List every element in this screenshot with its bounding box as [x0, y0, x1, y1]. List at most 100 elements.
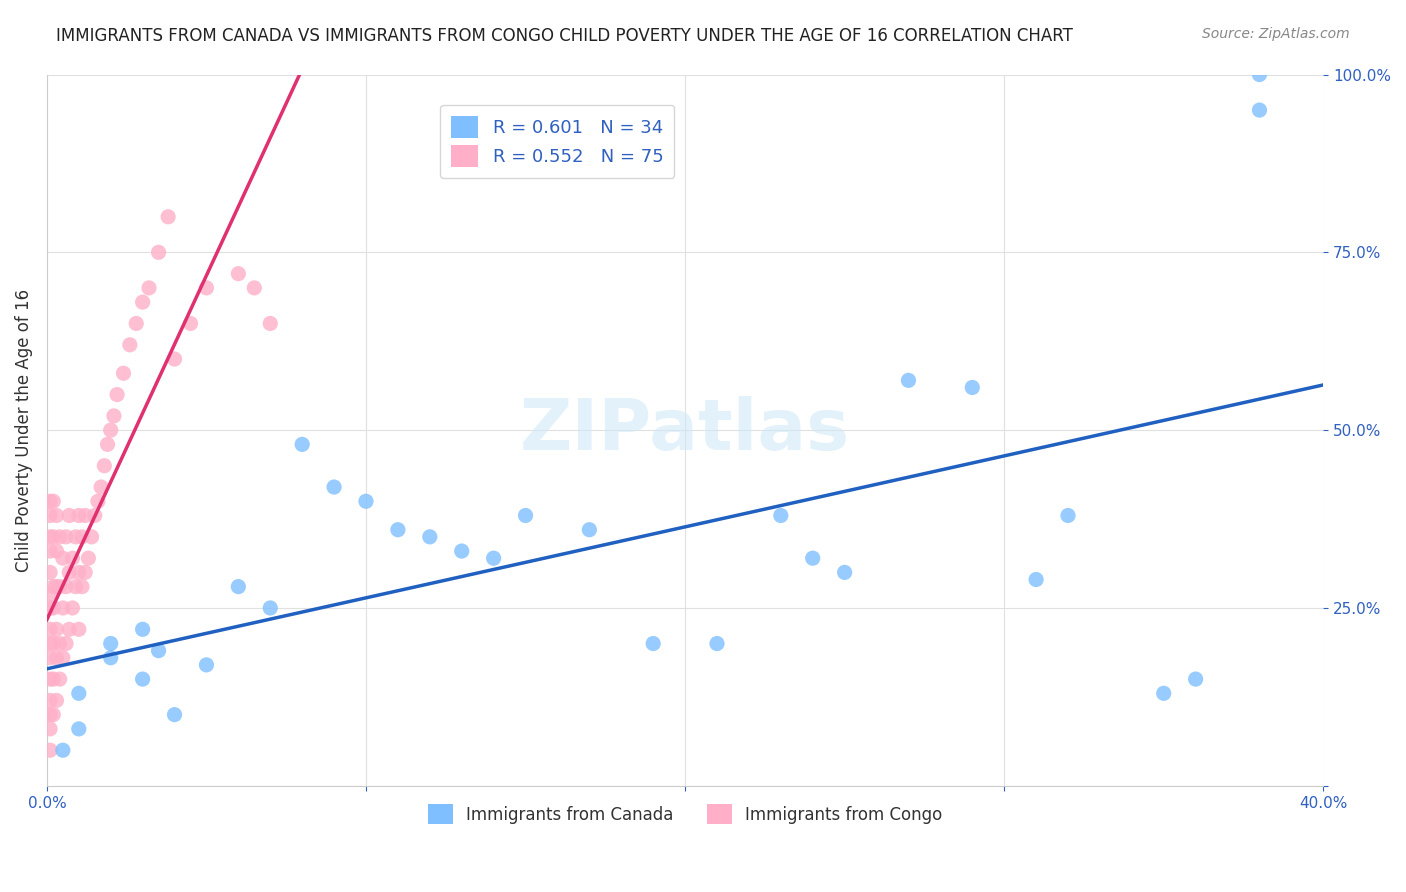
Point: [419, 530, 441, 544]
Point: [1249, 68, 1271, 82]
Legend: Immigrants from Canada, Immigrants from Congo: Immigrants from Canada, Immigrants from …: [418, 794, 952, 834]
Point: [62, 551, 84, 566]
Point: [163, 351, 186, 366]
Point: [67, 566, 90, 580]
Point: [834, 566, 856, 580]
Point: [148, 643, 170, 657]
Point: [706, 636, 728, 650]
Point: [67, 722, 90, 736]
Point: [42, 530, 65, 544]
Point: [291, 437, 314, 451]
Point: [45, 544, 67, 558]
Point: [125, 317, 148, 331]
Point: [52, 650, 75, 665]
Point: [80, 530, 103, 544]
Point: [354, 494, 377, 508]
Point: [55, 530, 77, 544]
Point: [67, 508, 90, 523]
Text: ZIPatlas: ZIPatlas: [520, 396, 851, 465]
Point: [42, 672, 65, 686]
Point: [179, 317, 201, 331]
Point: [39, 693, 62, 707]
Point: [103, 409, 125, 423]
Point: [243, 281, 266, 295]
Point: [77, 551, 100, 566]
Point: [1057, 508, 1080, 523]
Point: [39, 587, 62, 601]
Point: [48, 672, 70, 686]
Point: [87, 494, 110, 508]
Point: [323, 480, 346, 494]
Point: [65, 530, 87, 544]
Point: [45, 623, 67, 637]
Point: [48, 580, 70, 594]
Point: [105, 387, 128, 401]
Point: [58, 566, 80, 580]
Point: [195, 281, 218, 295]
Point: [450, 544, 472, 558]
Point: [45, 693, 67, 707]
Text: Source: ZipAtlas.com: Source: ZipAtlas.com: [1202, 27, 1350, 41]
Point: [228, 580, 250, 594]
Text: IMMIGRANTS FROM CANADA VS IMMIGRANTS FROM CONGO CHILD POVERTY UNDER THE AGE OF 1: IMMIGRANTS FROM CANADA VS IMMIGRANTS FRO…: [56, 27, 1073, 45]
Point: [75, 566, 97, 580]
Point: [42, 707, 65, 722]
Point: [39, 743, 62, 757]
Point: [42, 601, 65, 615]
Point: [52, 743, 75, 757]
Point: [39, 636, 62, 650]
Point: [131, 623, 153, 637]
Point: [55, 580, 77, 594]
Point: [515, 508, 537, 523]
Point: [801, 551, 824, 566]
Point: [39, 566, 62, 580]
Point: [138, 281, 160, 295]
Point: [39, 707, 62, 722]
Point: [96, 437, 118, 451]
Point: [39, 508, 62, 523]
Point: [482, 551, 505, 566]
Point: [42, 494, 65, 508]
Point: [42, 636, 65, 650]
Point: [1184, 672, 1206, 686]
Point: [39, 544, 62, 558]
Point: [62, 601, 84, 615]
Point: [157, 210, 180, 224]
Point: [45, 650, 67, 665]
Point: [42, 580, 65, 594]
Point: [1249, 103, 1271, 117]
Point: [65, 580, 87, 594]
Point: [39, 650, 62, 665]
Point: [67, 623, 90, 637]
Point: [131, 672, 153, 686]
Point: [118, 338, 141, 352]
Point: [45, 580, 67, 594]
Point: [100, 423, 122, 437]
Point: [70, 530, 93, 544]
Point: [55, 636, 77, 650]
Point: [1153, 686, 1175, 700]
Point: [148, 245, 170, 260]
Point: [131, 295, 153, 310]
Point: [100, 636, 122, 650]
Point: [195, 657, 218, 672]
Point: [259, 601, 281, 615]
Point: [769, 508, 792, 523]
Point: [643, 636, 665, 650]
Point: [228, 267, 250, 281]
Point: [1025, 573, 1047, 587]
Point: [70, 580, 93, 594]
Point: [962, 380, 984, 394]
Y-axis label: Child Poverty Under the Age of 16: Child Poverty Under the Age of 16: [15, 289, 32, 572]
Point: [67, 686, 90, 700]
Point: [45, 508, 67, 523]
Point: [52, 551, 75, 566]
Point: [48, 530, 70, 544]
Point: [93, 458, 115, 473]
Point: [387, 523, 409, 537]
Point: [52, 601, 75, 615]
Point: [39, 601, 62, 615]
Point: [259, 317, 281, 331]
Point: [39, 494, 62, 508]
Point: [39, 530, 62, 544]
